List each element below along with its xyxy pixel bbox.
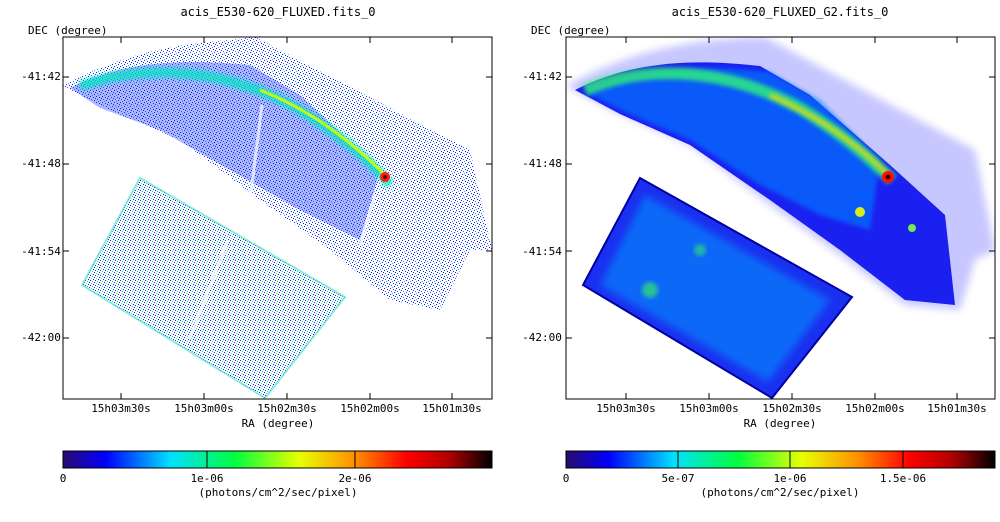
x-axis-label-left: RA (degree) (242, 417, 315, 430)
colorbar-tick-right-2: 1e-06 (773, 472, 806, 485)
y-tick-left-0: -41:42 (21, 70, 61, 83)
image-area-right (566, 37, 995, 399)
ridge-core-left (259, 88, 387, 177)
y-tick-right-3: -42:00 (522, 331, 562, 344)
panel-right: acis_E530-620_FLUXED_G2.fits_0 DEC (degr… (522, 5, 996, 499)
hotspot-core-right (885, 174, 891, 180)
colorbar-tick-left-1: 1e-06 (190, 472, 223, 485)
blob-right-4 (694, 244, 706, 256)
arc-region-left (63, 37, 492, 310)
colorbar-tick-right-0: 0 (563, 472, 570, 485)
blob-right-2 (908, 224, 916, 232)
axis-ticks-right (566, 37, 995, 399)
plot-frame-right (565, 36, 996, 400)
y-axis-label-right: DEC (degree) (531, 24, 610, 37)
x-tick-right-1: 15h03m00s (679, 402, 739, 415)
x-tick-left-4: 15h01m30s (422, 402, 482, 415)
panel-left: acis_E530-620_FLUXED.fits_0 DEC (degree)… (21, 5, 493, 499)
colorbar-label-left: (photons/cm^2/sec/pixel) (199, 486, 358, 499)
y-tick-right-0: -41:42 (522, 70, 562, 83)
plot-frame-left (62, 36, 493, 400)
x-axis-label-right: RA (degree) (744, 417, 817, 430)
colorbar-tick-left-2: 2e-06 (338, 472, 371, 485)
y-tick-left-1: -41:48 (21, 157, 61, 170)
colorbar-left (62, 450, 493, 469)
x-tick-right-4: 15h01m30s (927, 402, 987, 415)
chart-title-right: acis_E530-620_FLUXED_G2.fits_0 (672, 5, 889, 19)
x-tick-right-3: 15h02m00s (845, 402, 905, 415)
axis-ticks-left (63, 37, 492, 399)
chip-gap-left (248, 104, 264, 201)
lower-mid-right (600, 195, 830, 382)
colorbar-right (565, 450, 996, 469)
colorbar-tick-left-0: 0 (60, 472, 67, 485)
chart-title-left: acis_E530-620_FLUXED.fits_0 (180, 5, 375, 19)
image-area-left (63, 37, 492, 399)
y-tick-left-3: -42:00 (21, 331, 61, 344)
colorbar-tick-right-3: 1.5e-06 (880, 472, 926, 485)
chip-gap2-left (358, 194, 377, 246)
colorbar-label-right: (photons/cm^2/sec/pixel) (701, 486, 860, 499)
chip-gap3-left (188, 239, 230, 339)
y-tick-right-1: -41:48 (522, 157, 562, 170)
blob-right-1 (855, 207, 865, 217)
x-tick-right-2: 15h02m30s (762, 402, 822, 415)
colorbar-tick-right-1: 5e-07 (661, 472, 694, 485)
lower-edge-left (80, 176, 347, 399)
x-tick-left-2: 15h02m30s (257, 402, 317, 415)
y-tick-left-2: -41:54 (21, 245, 61, 258)
hotspot-core-left (383, 175, 387, 179)
blob-right-3 (642, 282, 658, 298)
x-tick-left-3: 15h02m00s (340, 402, 400, 415)
ridge-core-right (769, 93, 890, 177)
lower-region-left (82, 178, 345, 398)
x-tick-left-0: 15h03m30s (91, 402, 151, 415)
x-tick-right-0: 15h03m30s (596, 402, 656, 415)
x-tick-left-1: 15h03m00s (174, 402, 234, 415)
y-tick-right-2: -41:54 (522, 245, 562, 258)
y-axis-label-left: DEC (degree) (28, 24, 107, 37)
